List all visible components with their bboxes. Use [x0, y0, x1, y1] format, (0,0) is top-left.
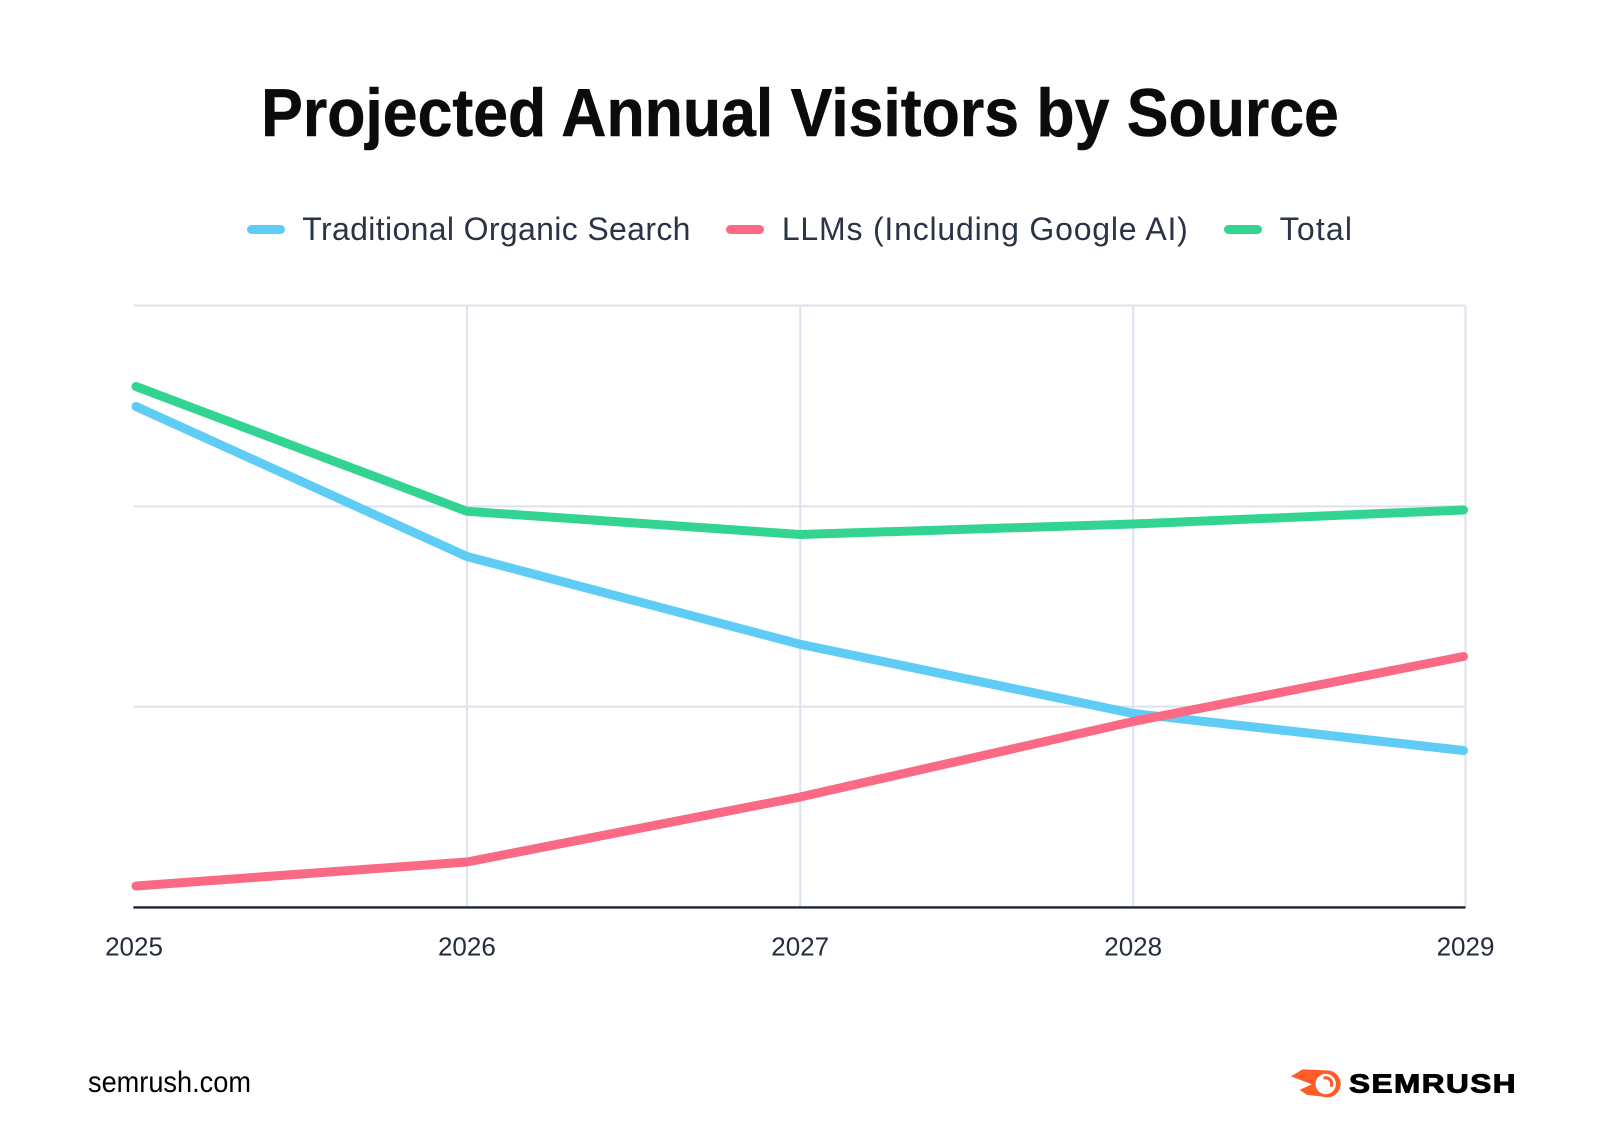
- svg-text:2025: 2025: [105, 932, 163, 962]
- svg-text:2026: 2026: [438, 932, 496, 962]
- svg-text:2029: 2029: [1437, 932, 1495, 962]
- svg-text:2028: 2028: [1104, 932, 1162, 962]
- svg-text:2027: 2027: [771, 932, 829, 962]
- svg-text:SEMRUSH: SEMRUSH: [1349, 1069, 1517, 1099]
